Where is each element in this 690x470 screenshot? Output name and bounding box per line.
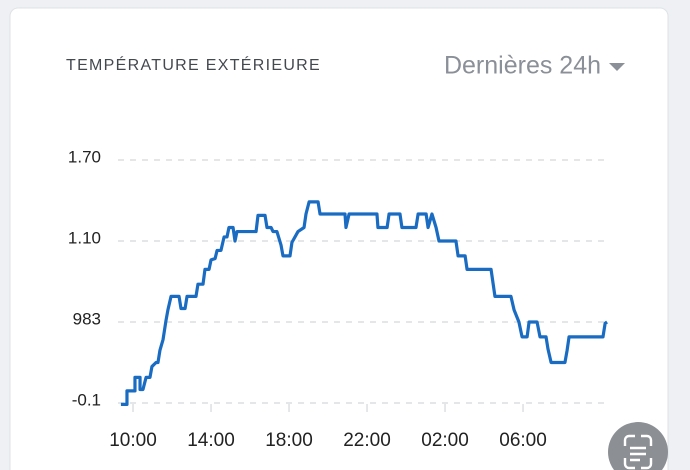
range-dropdown[interactable]: Dernières 24h (444, 52, 625, 80)
y-tick-label: 1.10 (68, 228, 101, 247)
scan-button[interactable] (608, 422, 668, 470)
x-tick-label: 14:00 (187, 430, 235, 451)
data-line (120, 200, 608, 406)
scan-button-bg[interactable] (608, 422, 668, 470)
x-tick-label: 22:00 (343, 430, 391, 451)
x-tick-label: 06:00 (499, 430, 547, 451)
dropdown-caret[interactable] (609, 63, 625, 71)
card-title: TEMPÉRATURE EXTÉRIEURE (66, 55, 321, 74)
card (9, 7, 669, 470)
y-tick-label: 983 (73, 309, 101, 328)
scan-icon[interactable] (623, 434, 653, 470)
y-tick-label: 1.70 (68, 147, 101, 166)
x-tick-label: 02:00 (421, 430, 469, 451)
x-tick-label: 10:00 (109, 430, 157, 451)
plot: -0.1 983 1.10 1.70 10:00 14:00 18:00 22:00 02:00… (68, 147, 610, 451)
x-tick-label: 18:00 (265, 430, 313, 451)
y-tick-label: -0.1 (72, 390, 101, 409)
range-label[interactable]: Dernières 24h (444, 52, 601, 80)
